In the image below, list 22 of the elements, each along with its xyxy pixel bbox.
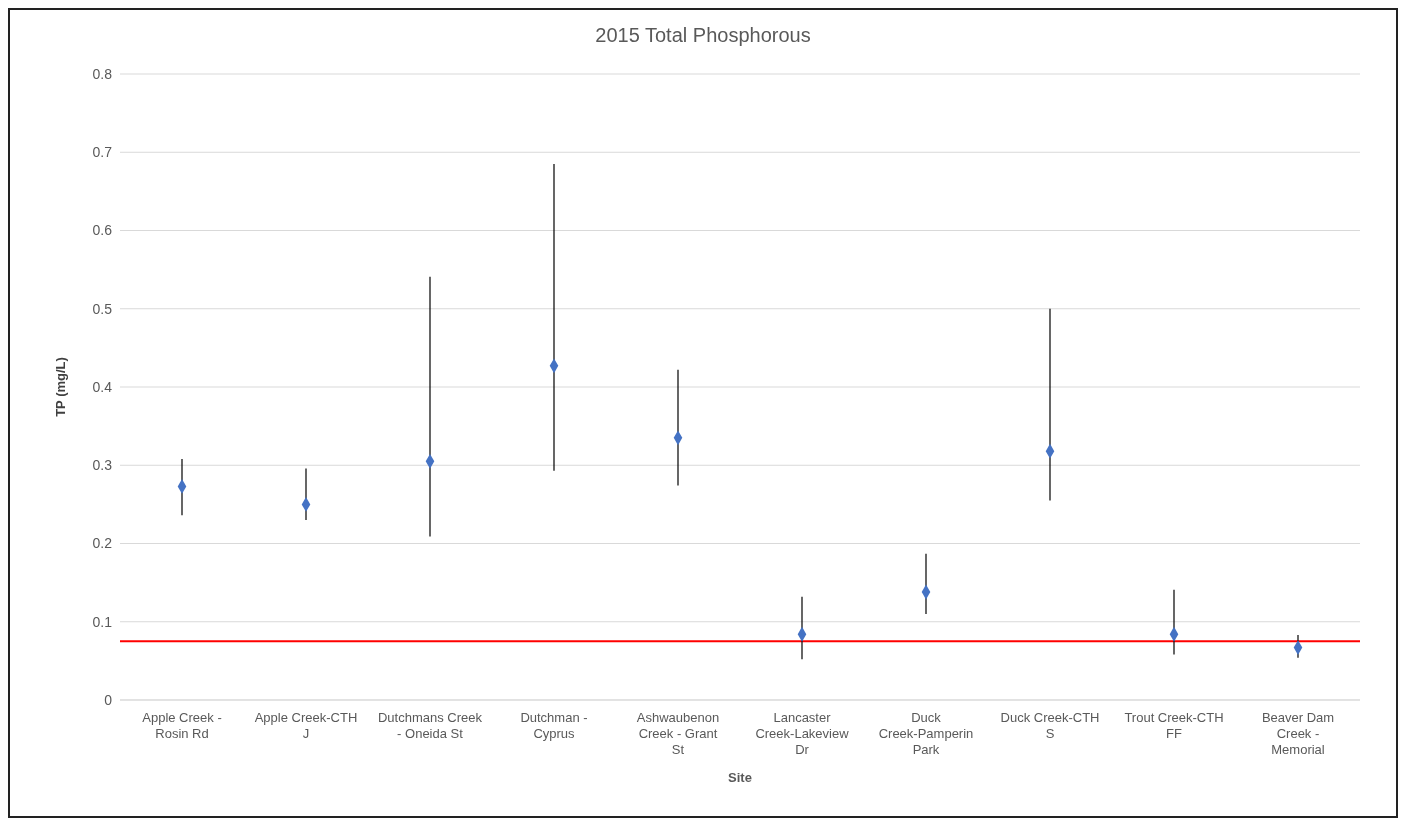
y-tick-label: 0.4	[92, 378, 113, 395]
x-tick-label: Apple Creek-CTH J	[254, 710, 358, 741]
y-tick-label: 0.2	[92, 535, 113, 552]
x-tick-label: Apple Creek - Rosin Rd	[142, 710, 222, 741]
x-tick-label: Trout Creek-CTH FF	[1124, 710, 1224, 741]
y-tick-label: 0.3	[92, 457, 113, 474]
y-tick-label: 0.5	[92, 300, 113, 317]
y-tick-label: 0	[104, 691, 113, 708]
x-tick-label: Dutchman - Cyprus	[520, 710, 588, 741]
x-tick-label: Dutchmans Creek - Oneida St	[377, 710, 483, 741]
x-tick-label: Duck Creek-CTH S	[1000, 710, 1100, 741]
x-tick-label: Lancaster Creek-Lakeview Dr	[755, 710, 850, 757]
y-tick-label: 0.7	[92, 144, 113, 161]
x-tick-label: Duck Creek-Pamperin Park	[878, 710, 974, 757]
y-axis-title: TP (mg/L)	[52, 357, 68, 417]
x-tick-label: Ashwaubenon Creek - Grant St	[636, 710, 720, 757]
x-axis-title: Site	[728, 770, 752, 785]
y-tick-label: 0.1	[92, 613, 113, 630]
chart-title: 2015 Total Phosphorous	[594, 23, 812, 48]
x-tick-label: Beaver Dam Creek - Memorial	[1261, 710, 1335, 757]
y-tick-label: 0.8	[92, 65, 113, 82]
y-tick-label: 0.6	[92, 222, 113, 239]
